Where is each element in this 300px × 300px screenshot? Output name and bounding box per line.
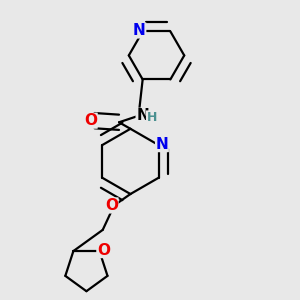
Text: O: O: [84, 113, 97, 128]
Text: N: N: [136, 108, 149, 123]
Text: O: O: [97, 243, 110, 258]
Text: N: N: [156, 136, 168, 152]
Text: O: O: [105, 198, 118, 213]
Text: N: N: [133, 23, 146, 38]
Text: H: H: [146, 111, 157, 124]
